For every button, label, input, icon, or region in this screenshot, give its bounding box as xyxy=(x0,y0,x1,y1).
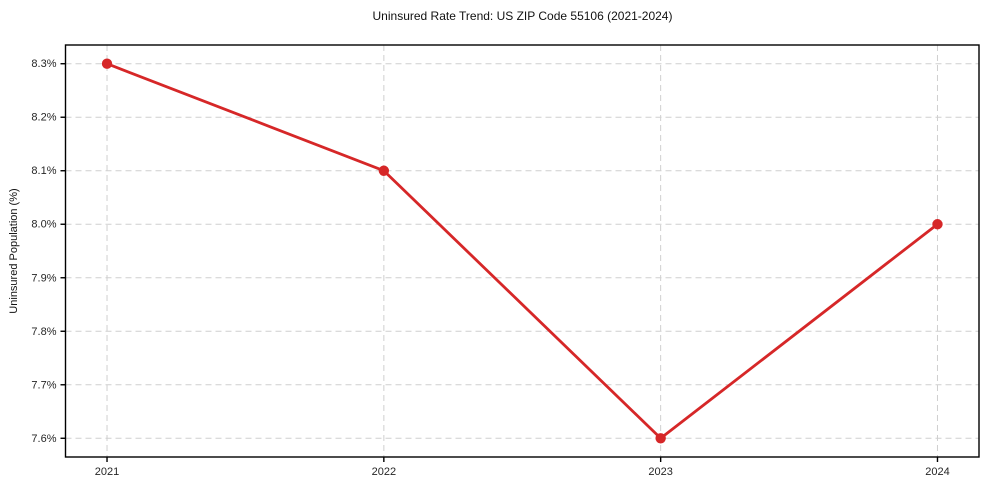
data-point-marker xyxy=(932,219,943,230)
x-tick-label: 2024 xyxy=(925,466,949,478)
y-tick-label: 7.8% xyxy=(31,326,56,338)
data-point-marker xyxy=(378,165,390,176)
y-tick-label: 7.6% xyxy=(31,433,56,445)
plot-frame xyxy=(64,44,980,458)
x-tick-label: 2023 xyxy=(648,466,672,478)
data-point-marker xyxy=(101,58,113,69)
data-point-marker xyxy=(655,433,666,444)
x-tick-label: 2021 xyxy=(95,466,119,478)
chart-title: Uninsured Rate Trend: US ZIP Code 55106 … xyxy=(372,9,673,23)
y-tick-label: 8.0% xyxy=(31,219,56,231)
y-tick-label: 8.3% xyxy=(31,58,56,70)
data-line xyxy=(105,62,939,440)
x-tick-label: 2022 xyxy=(372,466,396,478)
y-tick-label: 8.2% xyxy=(31,112,56,124)
y-tick-label: 7.7% xyxy=(31,379,56,391)
y-tick-label: 7.9% xyxy=(31,272,56,284)
y-tick-label: 8.1% xyxy=(31,165,56,177)
